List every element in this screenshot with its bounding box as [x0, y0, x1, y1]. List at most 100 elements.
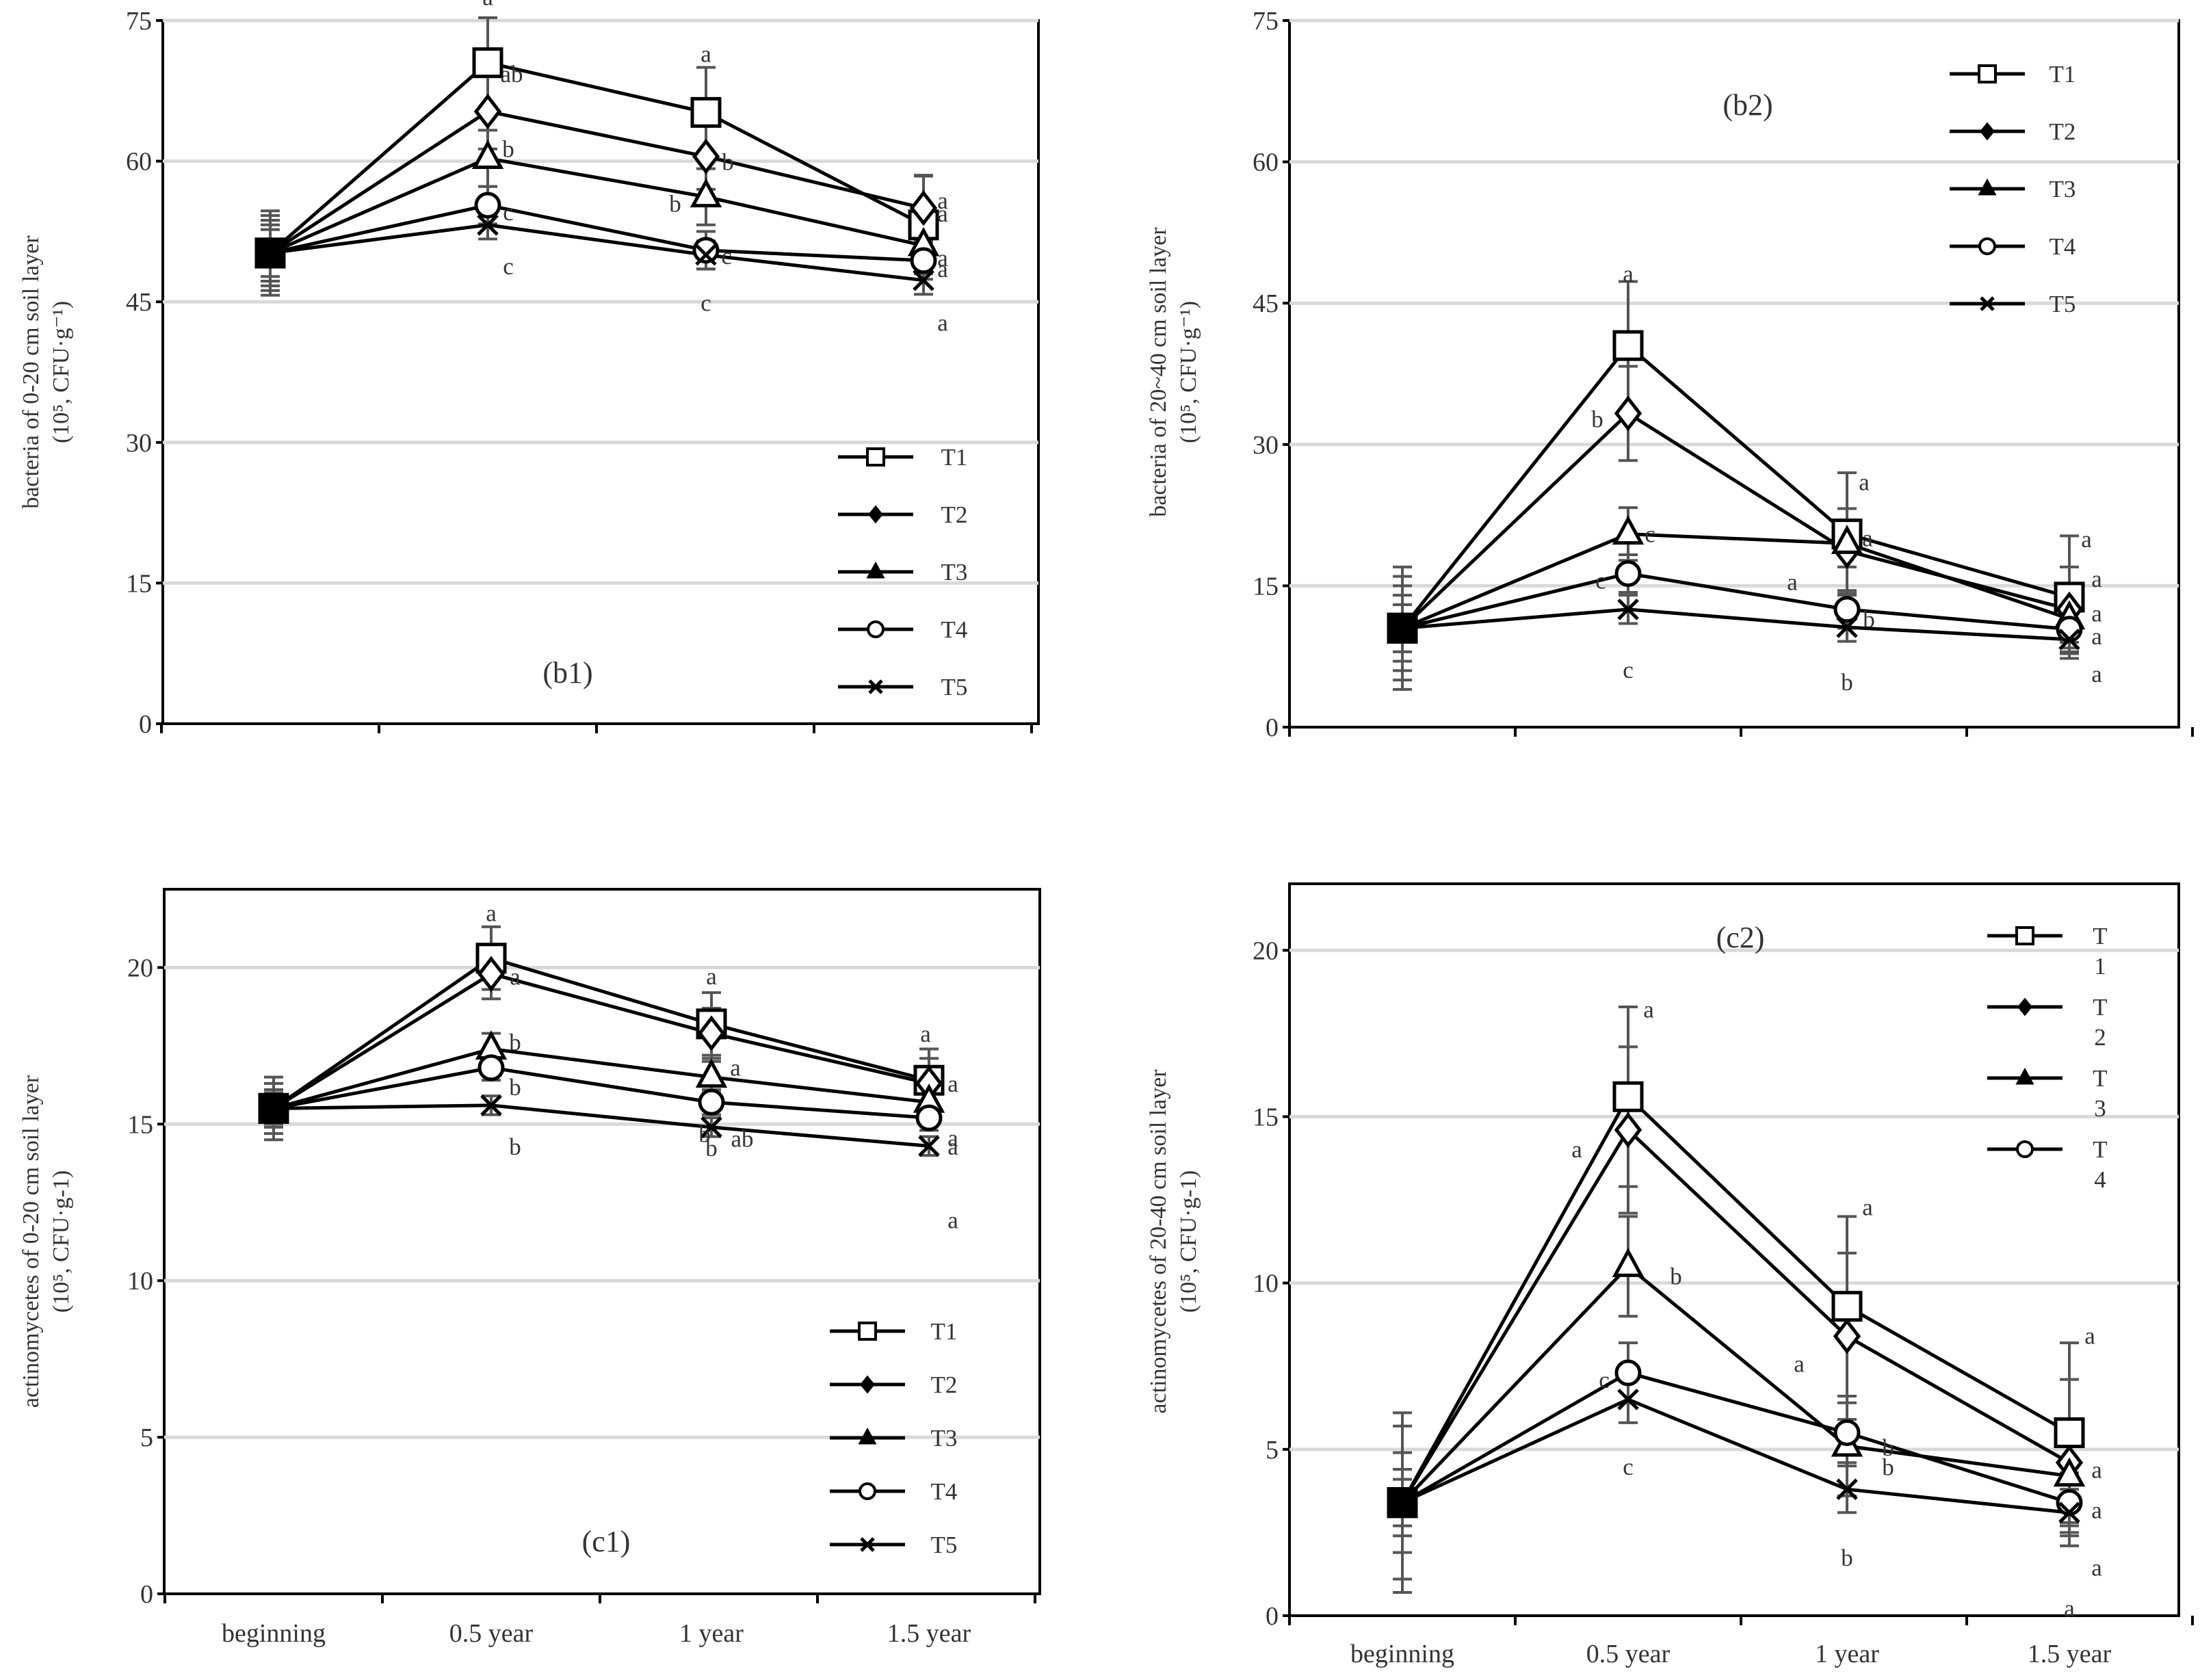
legend-label: T4 [931, 1478, 958, 1505]
data-point-t3 [1612, 515, 1645, 545]
legend-marker [867, 620, 885, 638]
data-point-t1 [472, 47, 503, 79]
legend-item-t5: T5 [830, 1532, 957, 1558]
y-tick-label: 60 [1253, 148, 1279, 177]
legend-label: T2 [931, 1371, 958, 1398]
legend-item-t4: T4 [1950, 233, 2075, 260]
series-line-t5 [270, 223, 924, 283]
series-line-t5 [1401, 1397, 2070, 1514]
legend: T1 T2 T3 T4 T5 [830, 1318, 957, 1558]
legend-marker [868, 505, 883, 524]
series-line-t5 [1402, 607, 2070, 642]
significance-letter: b [705, 1135, 718, 1161]
legend: T1 T2 T3 T4 T5 [838, 444, 967, 700]
y-tick-label: 15 [127, 1110, 153, 1139]
data-point-t2 [1833, 1318, 1861, 1354]
legend-label: T1 [931, 1318, 958, 1345]
significance-letter: c [700, 290, 711, 317]
series-line-t4 [270, 203, 924, 263]
x-category-label: 1.5 year [887, 1619, 971, 1648]
significance-letter: a [2091, 623, 2102, 650]
significance-letter: a [2064, 1595, 2075, 1622]
data-point-t3 [471, 140, 504, 169]
significance-letter: a [510, 964, 521, 990]
significance-letter: a [1571, 1136, 1582, 1163]
significance-letter: b [698, 1120, 711, 1147]
legend-item-t3: T3 [1950, 176, 2075, 202]
y-tick-label: 0 [1266, 1602, 1279, 1631]
y-tick-label: 0 [140, 1580, 153, 1609]
series-line-t1 [1401, 343, 2070, 629]
data-point-t2 [692, 138, 720, 174]
significance-letter: a [2091, 1555, 2102, 1581]
data-point-t4 [1833, 596, 1861, 623]
data-point-t4 [1614, 560, 1642, 587]
legend-item-t4: T4 [830, 1478, 957, 1505]
significance-letter: a [920, 1021, 931, 1047]
x-marker-stroke [2058, 629, 2080, 651]
y-tick-label: 75 [1253, 7, 1279, 36]
y-axis-label-line1: actinomycetes of 20-40 cm soil layer [1146, 1069, 1171, 1414]
series-line-t2 [272, 971, 930, 1110]
legend-label-line1: T [2093, 1065, 2107, 1092]
y-tick-label: 5 [140, 1423, 153, 1452]
data-point-t4 [1614, 1359, 1642, 1387]
data-point-t5 [2058, 629, 2080, 651]
data-point-t5 [1836, 616, 1858, 638]
significance-letter: a [937, 200, 948, 227]
series-line-t1 [272, 956, 930, 1110]
significance-letter: a [730, 1055, 741, 1081]
legend-marker [858, 1427, 877, 1445]
panel-title: (b2) [1723, 88, 1772, 122]
significance-letter: c [503, 253, 514, 280]
legend-item-t4: T4 [838, 616, 967, 643]
chart-panel-b2: 0 15 30 45 60 75 bacteria of 20~40 cm soil lay… [1146, 7, 2194, 742]
data-point-t4 [692, 237, 720, 264]
legend-item-t1: T1 [830, 1318, 957, 1345]
data-point-t4 [910, 247, 937, 274]
data-point-t5 [258, 1092, 289, 1124]
significance-letter: a [1787, 568, 1798, 595]
legend-label-line2: 4 [2094, 1166, 2106, 1193]
data-point-t4 [1833, 1419, 1861, 1446]
legend-label-line1: T [2093, 1136, 2107, 1163]
legend-item-t3: T3 [838, 559, 967, 586]
x-marker-stroke [695, 244, 717, 266]
y-tick-label: 75 [126, 7, 152, 36]
legend-label: T2 [2050, 118, 2076, 145]
legend-label: T1 [941, 444, 968, 471]
data-point-t1 [1831, 1291, 1863, 1322]
x-marker-stroke [913, 269, 934, 291]
y-tick-label: 45 [126, 288, 152, 317]
data-point-t4 [698, 1088, 725, 1116]
data-point-t2 [909, 190, 938, 226]
legend-marker [2015, 1067, 2034, 1085]
significance-letter: a [947, 1125, 958, 1151]
significance-letter: c [503, 199, 514, 226]
y-tick-label: 30 [126, 429, 152, 458]
significance-letter: b [1841, 1545, 1853, 1571]
legend-item-t5: T5 [838, 674, 967, 700]
significance-letter: a [937, 245, 948, 272]
legend-marker [866, 447, 885, 467]
significance-letter: a [1794, 1350, 1805, 1377]
significance-letter: a [700, 40, 711, 67]
significance-letter: c [1599, 1367, 1610, 1393]
legend-label: T5 [2050, 291, 2076, 317]
legend-item: T3 [1987, 1065, 2108, 1122]
x-category-label: 0.5 year [1586, 1640, 1671, 1668]
series-line-t3 [1402, 532, 2070, 630]
y-tick-label: 30 [1253, 431, 1279, 460]
significance-letter: c [1645, 521, 1655, 548]
data-point-t5 [1387, 1487, 1418, 1519]
series-line-t4 [1402, 571, 2070, 631]
significance-letter: b [1882, 1454, 1894, 1481]
legend-x-stroke [860, 1537, 875, 1552]
legend-marker [868, 679, 883, 694]
data-point-t2 [1614, 1112, 1642, 1148]
legend-label-line2: 1 [2094, 953, 2106, 980]
significance-letter: b [509, 1133, 521, 1160]
significance-letter: b [1863, 606, 1875, 633]
y-axis-label-line1: bacteria of 0-20 cm soil layer [18, 235, 44, 509]
x-category-label: beginning [1350, 1640, 1454, 1668]
